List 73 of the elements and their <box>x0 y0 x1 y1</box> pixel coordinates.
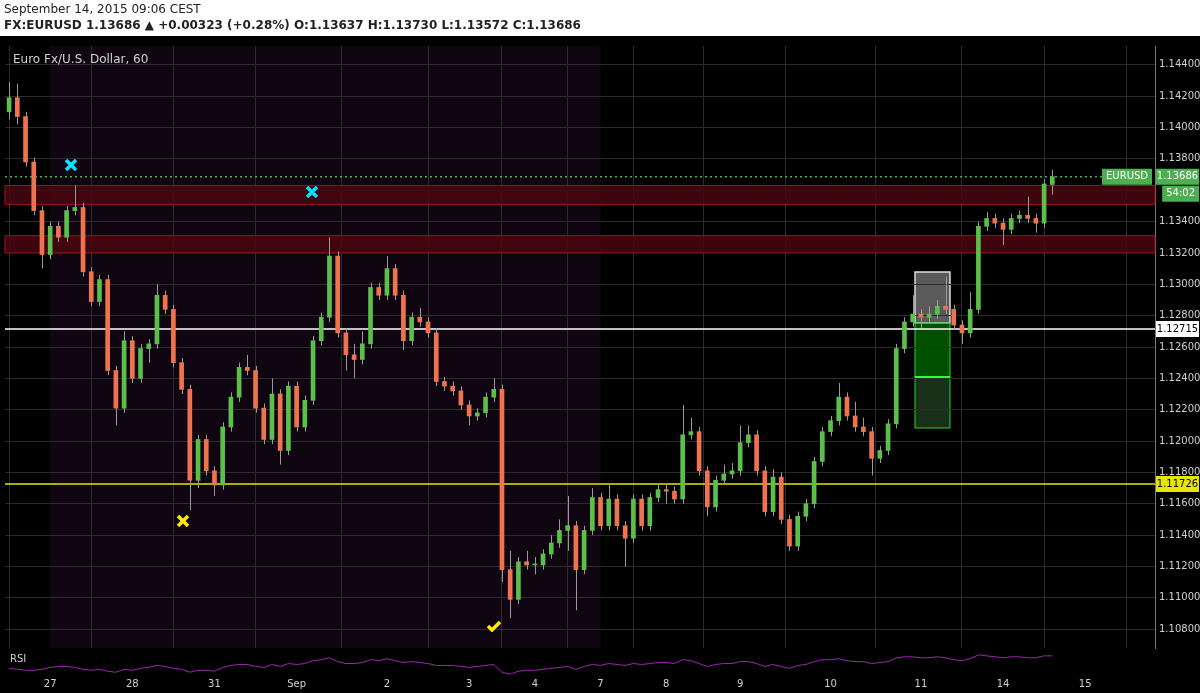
candlestick <box>548 534 554 560</box>
y-tick-label: 1.11000 <box>1159 591 1200 603</box>
x-tick-label: 11 <box>914 677 928 689</box>
y-tick-label: 1.14200 <box>1159 89 1200 101</box>
y-tick-label: 1.13200 <box>1159 246 1200 258</box>
x-tick-label: 2 <box>383 677 391 689</box>
candlestick <box>146 338 152 364</box>
text: September 14, 2015 09:06 CEST <box>4 2 201 16</box>
x-tick-label: 14 <box>996 677 1010 689</box>
candlestick <box>861 417 866 437</box>
candlestick <box>244 354 250 376</box>
candlestick <box>1049 169 1055 196</box>
x-tick-label: 3 <box>465 677 473 689</box>
x-tick-label: 27 <box>43 677 57 689</box>
x-tick-label: 10 <box>824 677 837 689</box>
y-tick-label: 1.13000 <box>1159 277 1200 289</box>
candlestick <box>491 377 497 403</box>
x-tick-label: 7 <box>597 677 604 689</box>
x-tick-label: 28 <box>125 677 139 689</box>
candlestick <box>565 495 571 552</box>
x-tick-label: 31 <box>208 677 221 689</box>
y-tick-label: 1.11800 <box>1159 466 1200 478</box>
candlestick <box>910 294 916 328</box>
y-tick-label: 1.12600 <box>1159 340 1200 352</box>
candlestick <box>984 211 989 232</box>
candlestick <box>828 415 833 437</box>
y-tick-label: 1.14000 <box>1159 121 1200 133</box>
y-tick-label: 1.12800 <box>1159 309 1200 321</box>
candlestick <box>483 391 488 419</box>
y-tick-label: 1.10800 <box>1159 622 1200 634</box>
candlestick <box>557 518 562 549</box>
candlestick <box>663 484 669 505</box>
y-tick-label: 1.11600 <box>1159 497 1200 509</box>
candlestick <box>524 550 529 571</box>
candlestick <box>951 304 957 331</box>
candlestick <box>72 185 78 216</box>
candlestick <box>746 424 751 448</box>
x-tick-label: 4 <box>531 677 539 689</box>
ref-line-label: 1.13686 <box>1156 170 1199 182</box>
y-tick-label: 1.12200 <box>1159 403 1200 415</box>
candlestick <box>943 275 948 315</box>
y-tick-label: 1.11400 <box>1159 528 1200 540</box>
candlestick <box>97 274 102 307</box>
y-tick-label: 1.14400 <box>1159 58 1200 70</box>
candlestick <box>162 290 168 315</box>
x-tick-label: 15 <box>1078 677 1092 689</box>
y-tick-label: 1.13400 <box>1159 215 1200 227</box>
y-tick-label: 1.12000 <box>1159 434 1200 446</box>
text: Euro Fx/U.S. Dollar, 60 <box>13 52 149 67</box>
y-tick-label: 1.12400 <box>1159 371 1200 383</box>
candlestick <box>359 330 365 365</box>
x-tick-label: Sep <box>287 677 307 689</box>
candlestick <box>852 401 858 433</box>
ref-line-label: 1.12715 <box>1156 322 1199 334</box>
x-tick-label: 8 <box>663 677 670 689</box>
candlestick <box>721 464 727 486</box>
candlestick <box>14 83 20 125</box>
candlestick <box>56 221 61 243</box>
chart-subtitle: FX:EURUSD 1.13686 ▲ +0.00323 (+0.28%) O:1.13637 H:1.13730 L:1.13572 C:1.13686 <box>4 18 581 32</box>
ref-line-label: 1.11726 <box>1156 477 1199 489</box>
candlestick <box>1025 196 1031 224</box>
candlestick <box>1008 213 1014 235</box>
candlestick <box>417 307 423 328</box>
y-tick-label: 1.11200 <box>1159 560 1200 572</box>
candlestick <box>934 299 940 320</box>
x-tick-label: 9 <box>736 677 744 689</box>
y-tick-label: 1.13800 <box>1159 152 1200 164</box>
chart-title: RSI <box>10 652 27 664</box>
candlestick <box>803 498 809 522</box>
text: 54:02 <box>1166 187 1195 199</box>
candlestick <box>622 520 628 567</box>
candlestick <box>212 465 217 497</box>
annotation: EURUSD <box>1106 170 1149 182</box>
